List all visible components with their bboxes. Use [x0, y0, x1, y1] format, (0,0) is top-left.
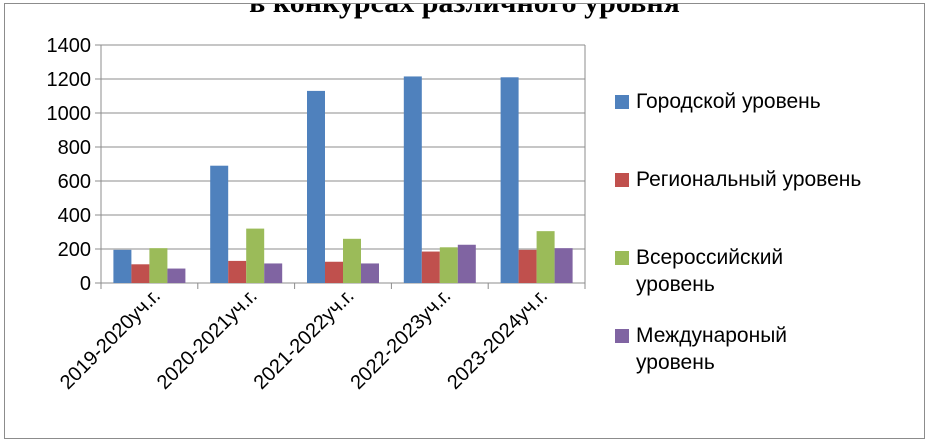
bar-1-3	[307, 90, 325, 284]
bar-2-1	[131, 264, 150, 283]
y-tick-label: 600	[58, 171, 91, 193]
bar-3-1	[149, 248, 168, 283]
bar-1-1	[113, 249, 132, 283]
x-tick-label: 2019-2020уч.г.	[56, 285, 165, 394]
bar-2-3	[325, 261, 343, 283]
y-tick-label: 200	[58, 239, 91, 261]
legend-swatch	[615, 329, 629, 343]
bar-2-2	[228, 260, 247, 283]
y-tick-label: 800	[58, 137, 91, 159]
bar-1-4	[403, 76, 422, 283]
y-tick-label: 0	[80, 273, 91, 295]
chart-title: в конкурсах различного уровня	[5, 4, 924, 20]
bar-1-5	[500, 77, 519, 283]
chart-legend: Городской уровень Региональный уровень Все…	[615, 4, 924, 438]
bar-4-4	[457, 244, 476, 283]
legend-label: Городской уровень	[636, 90, 821, 113]
chart-plot: 02004006008001000120014002019-2020уч.г.2…	[47, 35, 586, 394]
y-tick-label: 1000	[47, 103, 92, 125]
bar-4-5	[554, 248, 573, 283]
bar-2-5	[518, 249, 537, 283]
x-tick-label: 2020-2021уч.г.	[153, 285, 262, 394]
legend-label: Региональный уровень	[636, 168, 862, 191]
bar-4-3	[361, 263, 379, 283]
legend-label: Всероссийский уровень	[636, 246, 784, 296]
bar-3-5	[536, 231, 555, 283]
legend-item: Всероссийский уровень	[615, 244, 866, 298]
x-tick-label: 2021-2022уч.г.	[250, 285, 359, 394]
legend-item: Региональный уровень	[615, 166, 866, 193]
legend-swatch	[615, 251, 629, 265]
bar-4-2	[264, 263, 283, 283]
legend-label: Междунароный уровень	[636, 324, 788, 374]
chart-frame: в конкурсах различного уровня 0 200 400 600…	[4, 3, 925, 439]
y-tick-label: 400	[58, 205, 91, 227]
bar-3-3	[343, 238, 361, 283]
y-tick-label: 1200	[47, 69, 92, 91]
bar-2-4	[421, 251, 440, 283]
legend-item: Городской уровень	[615, 88, 866, 115]
bar-4-1	[167, 268, 186, 283]
bar-3-2	[246, 228, 265, 283]
x-tick-label: 2023-2024уч.г.	[443, 285, 552, 394]
bar-3-4	[439, 247, 458, 283]
y-tick-label: 1400	[47, 35, 92, 57]
x-tick-label: 2022-2023уч.г.	[346, 285, 455, 394]
legend-item: Междунароный уровень	[615, 322, 826, 376]
bar-1-2	[210, 165, 229, 283]
legend-swatch	[615, 173, 629, 187]
legend-swatch	[615, 95, 629, 109]
